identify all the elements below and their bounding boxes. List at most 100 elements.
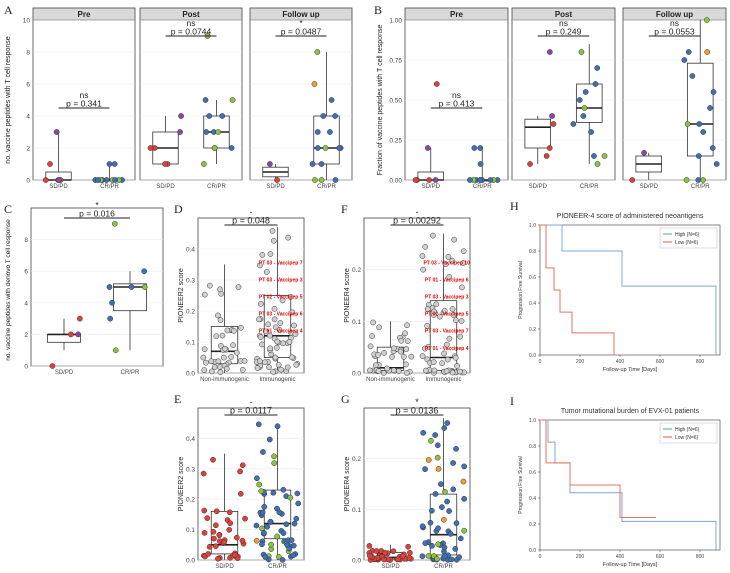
- data-point: [210, 528, 217, 535]
- data-point: [322, 145, 329, 151]
- data-point: [280, 530, 287, 536]
- data-point: [229, 97, 236, 103]
- p-value-label: p = 0.0117: [230, 406, 272, 416]
- data-point: [267, 332, 273, 339]
- y-tick-label: 0.4: [186, 247, 195, 254]
- data-point: [261, 503, 268, 510]
- data-point: [592, 81, 599, 87]
- data-point: [594, 161, 601, 167]
- data-point: [228, 145, 235, 151]
- data-point: [53, 129, 60, 135]
- data-point: [147, 145, 154, 151]
- data-point: [461, 527, 467, 534]
- data-point: [471, 145, 478, 151]
- data-point: [270, 237, 277, 244]
- data-point: [458, 318, 465, 324]
- y-tick-label: 1.0: [529, 418, 536, 424]
- box: [524, 118, 552, 149]
- y-tick-label: 1.0: [529, 223, 536, 229]
- data-point: [381, 556, 387, 563]
- data-point: [447, 531, 454, 537]
- significance-label: *: [95, 200, 99, 210]
- data-point: [294, 490, 301, 497]
- data-point: [223, 365, 230, 372]
- data-point: [424, 322, 431, 329]
- y-tick-label: 0.6: [529, 275, 536, 281]
- data-point: [546, 49, 553, 55]
- y-tick-label: 0.2: [186, 497, 195, 504]
- x-tick-label: CR/PR: [580, 184, 599, 190]
- data-point: [424, 145, 431, 151]
- significance-label: -: [250, 397, 253, 407]
- data-point: [239, 462, 246, 469]
- data-point: [391, 345, 397, 352]
- data-point: [375, 352, 381, 358]
- data-point: [629, 177, 636, 183]
- y-tick-label: 4: [24, 300, 28, 307]
- data-point: [419, 523, 426, 530]
- data-point: [227, 520, 234, 527]
- panel-label: C: [4, 202, 12, 216]
- point-annotation: PT 03 - Vaccipep 7: [259, 261, 303, 267]
- data-point: [208, 358, 215, 365]
- data-point: [318, 177, 325, 183]
- data-point: [272, 354, 279, 361]
- data-point: [681, 57, 688, 63]
- significance-label: ns: [559, 18, 568, 28]
- x-tick-label: 0: [539, 359, 542, 365]
- y-tick-label: 1.00: [389, 18, 402, 25]
- x-tick-label: 600: [656, 359, 665, 365]
- y-tick-label: 0.6: [529, 470, 536, 476]
- x-tick-label: SD/PD: [55, 370, 74, 376]
- data-point: [710, 89, 717, 95]
- data-point: [203, 129, 210, 135]
- data-point: [453, 520, 460, 527]
- data-point: [106, 284, 113, 290]
- data-point: [49, 363, 56, 369]
- data-point: [424, 306, 431, 312]
- data-point: [432, 491, 439, 497]
- data-point: [430, 359, 437, 365]
- data-point: [254, 475, 260, 482]
- data-point: [224, 327, 231, 334]
- data-point: [213, 508, 220, 515]
- data-point: [112, 177, 119, 183]
- data-point: [446, 335, 453, 342]
- data-point: [205, 551, 212, 557]
- data-point: [435, 541, 441, 548]
- data-point: [259, 341, 265, 348]
- data-point: [279, 557, 286, 563]
- data-point: [384, 365, 390, 372]
- data-point: [216, 532, 223, 539]
- data-point: [314, 145, 321, 151]
- x-tick-label: SD/PD: [381, 564, 400, 570]
- data-point: [257, 300, 264, 307]
- data-point: [213, 333, 220, 340]
- data-point: [267, 345, 274, 352]
- panel-label: E: [174, 392, 181, 406]
- data-point: [428, 437, 434, 444]
- y-axis-label: Progression Free Survival: [518, 456, 524, 514]
- data-point: [311, 81, 318, 87]
- data-point: [390, 367, 397, 374]
- data-point: [477, 161, 484, 167]
- data-point: [428, 507, 435, 514]
- survival-curve-high: [540, 224, 717, 355]
- data-point: [203, 359, 209, 366]
- data-point: [237, 490, 244, 497]
- data-point: [689, 73, 696, 79]
- data-point: [441, 307, 448, 314]
- data-point: [277, 320, 284, 326]
- data-point: [312, 177, 318, 183]
- y-tick-label: 2: [26, 146, 30, 153]
- y-axis-label: PIONEER4 score: [344, 457, 351, 512]
- legend-label: High (N=6): [675, 232, 700, 238]
- data-point: [280, 486, 287, 493]
- data-point: [546, 145, 553, 151]
- p-value-label: p = 0.249: [546, 27, 582, 37]
- data-point: [258, 488, 265, 494]
- data-point: [233, 349, 240, 356]
- point-annotation: PT 03 - Vaccipep 6: [259, 312, 303, 318]
- data-point: [433, 81, 440, 87]
- data-point: [268, 541, 274, 548]
